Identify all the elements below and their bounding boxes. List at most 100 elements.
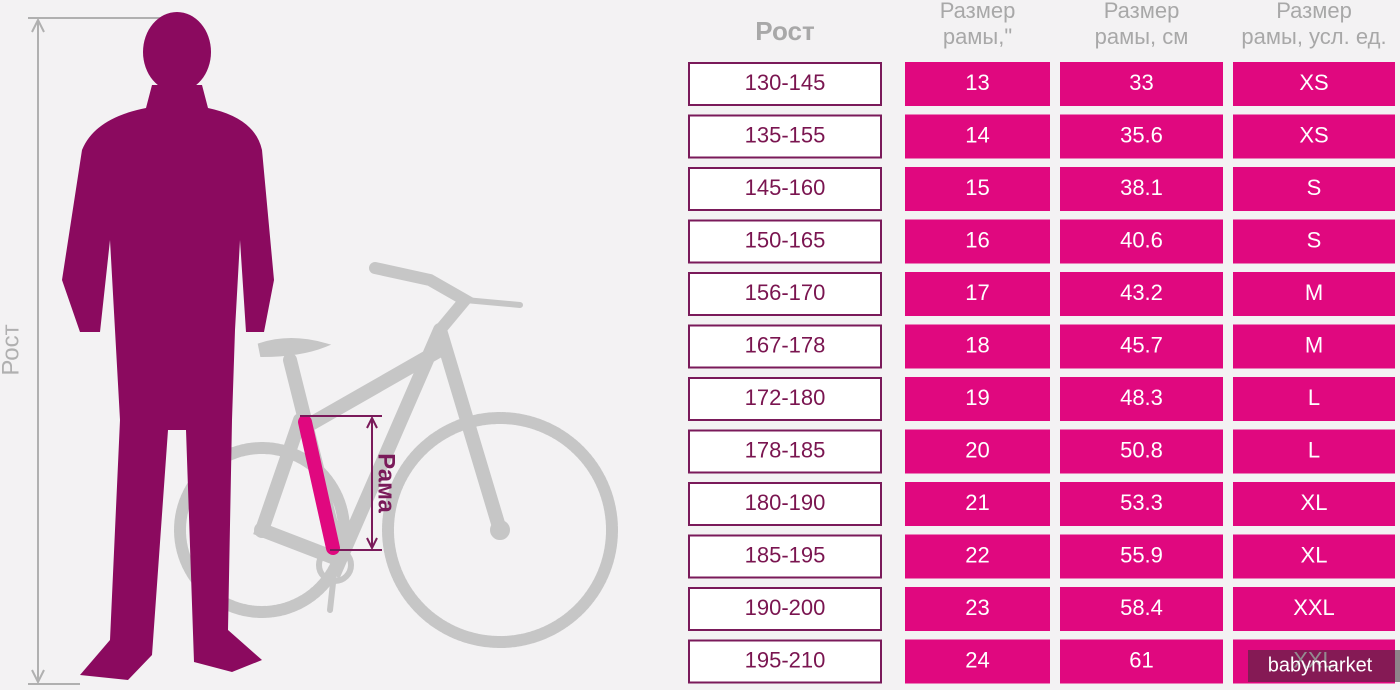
cell-text: M <box>1305 280 1323 305</box>
cell <box>688 534 882 579</box>
cell-text: 14 <box>965 122 989 147</box>
cell-text: 167-178 <box>745 332 826 357</box>
cell <box>1233 534 1395 579</box>
cell-text: 190-200 <box>745 595 826 620</box>
cell-text: XL <box>1301 542 1328 567</box>
cell <box>688 114 882 159</box>
cell-text: XXL <box>1293 595 1335 620</box>
cell <box>688 324 882 369</box>
frame-measure <box>300 415 382 551</box>
cell <box>1060 587 1223 631</box>
cell <box>1233 324 1395 369</box>
cell <box>688 167 882 211</box>
cell-text: M <box>1305 332 1323 357</box>
cell-text: 48.3 <box>1120 385 1163 410</box>
cell <box>1060 639 1223 684</box>
cell-text: 19 <box>965 385 989 410</box>
cell <box>1060 429 1223 474</box>
cell <box>1060 272 1223 316</box>
cell-text: 185-195 <box>745 542 826 567</box>
cell <box>1060 62 1223 106</box>
column-header: рамы," <box>943 24 1012 49</box>
cell-text: 150-165 <box>745 227 826 252</box>
cell <box>1060 114 1223 159</box>
cell <box>1060 324 1223 369</box>
person <box>62 12 274 680</box>
cell <box>688 429 882 474</box>
column-header: Рост <box>755 16 815 46</box>
cell <box>1233 167 1395 211</box>
cell <box>688 62 882 106</box>
cell <box>688 377 882 421</box>
height-label: Рост <box>0 324 24 375</box>
cell <box>905 482 1050 526</box>
frame-label: Рама <box>373 453 400 513</box>
cell <box>1060 482 1223 526</box>
cell-text: 38.1 <box>1120 175 1163 200</box>
cell-text: XS <box>1299 122 1328 147</box>
column-header: Размер <box>1104 0 1180 23</box>
cell <box>905 429 1050 474</box>
cell <box>1060 219 1223 264</box>
cell <box>905 324 1050 369</box>
cell-text: 53.3 <box>1120 490 1163 515</box>
cell-text: S <box>1307 227 1322 252</box>
cell <box>905 587 1050 631</box>
cell <box>905 62 1050 106</box>
cell <box>1060 167 1223 211</box>
cell-text: 130-145 <box>745 70 826 95</box>
cell <box>1233 114 1395 159</box>
cell <box>905 272 1050 316</box>
cell-text: 156-170 <box>745 280 826 305</box>
cell-text: 180-190 <box>745 490 826 515</box>
cell-text: L <box>1308 385 1320 410</box>
height-measure <box>28 17 175 685</box>
cell-text: XS <box>1299 70 1328 95</box>
cell-text: 15 <box>965 175 989 200</box>
cell <box>688 272 882 316</box>
cell <box>688 219 882 264</box>
cell-text: 178-185 <box>745 437 826 462</box>
cell-text: 35.6 <box>1120 122 1163 147</box>
cell-text: 50.8 <box>1120 437 1163 462</box>
cell <box>1233 587 1395 631</box>
column-header: рамы, см <box>1095 24 1189 49</box>
cell-text: 22 <box>965 542 989 567</box>
watermark-bg <box>1248 650 1400 682</box>
cell <box>1233 272 1395 316</box>
cell <box>1233 482 1395 526</box>
cell <box>688 639 882 684</box>
cell <box>905 114 1050 159</box>
cell <box>905 639 1050 684</box>
cell-text: 45.7 <box>1120 332 1163 357</box>
cell-text: 61 <box>1129 647 1153 672</box>
cell-text: 195-210 <box>745 647 826 672</box>
cell-text: 58.4 <box>1120 595 1163 620</box>
cell-text: 43.2 <box>1120 280 1163 305</box>
cell <box>688 587 882 631</box>
cell <box>1233 62 1395 106</box>
cell <box>905 377 1050 421</box>
cell-text: 145-160 <box>745 175 826 200</box>
cell <box>905 219 1050 264</box>
cell <box>905 167 1050 211</box>
column-header: Размер <box>1276 0 1352 23</box>
cell <box>1060 377 1223 421</box>
cell <box>1233 429 1395 474</box>
column-header: Размер <box>940 0 1016 23</box>
cell-text: 20 <box>965 437 989 462</box>
column-header: рамы, усл. ед. <box>1241 24 1386 49</box>
frame-tube <box>298 415 340 555</box>
cell <box>688 482 882 526</box>
cell <box>905 534 1050 579</box>
cell-text: XL <box>1301 490 1328 515</box>
cell-text: S <box>1307 175 1322 200</box>
cell-text: 13 <box>965 70 989 95</box>
cell-text: 33 <box>1129 70 1153 95</box>
cell-text: 24 <box>965 647 989 672</box>
bike <box>174 262 618 648</box>
cell-text: 172-180 <box>745 385 826 410</box>
